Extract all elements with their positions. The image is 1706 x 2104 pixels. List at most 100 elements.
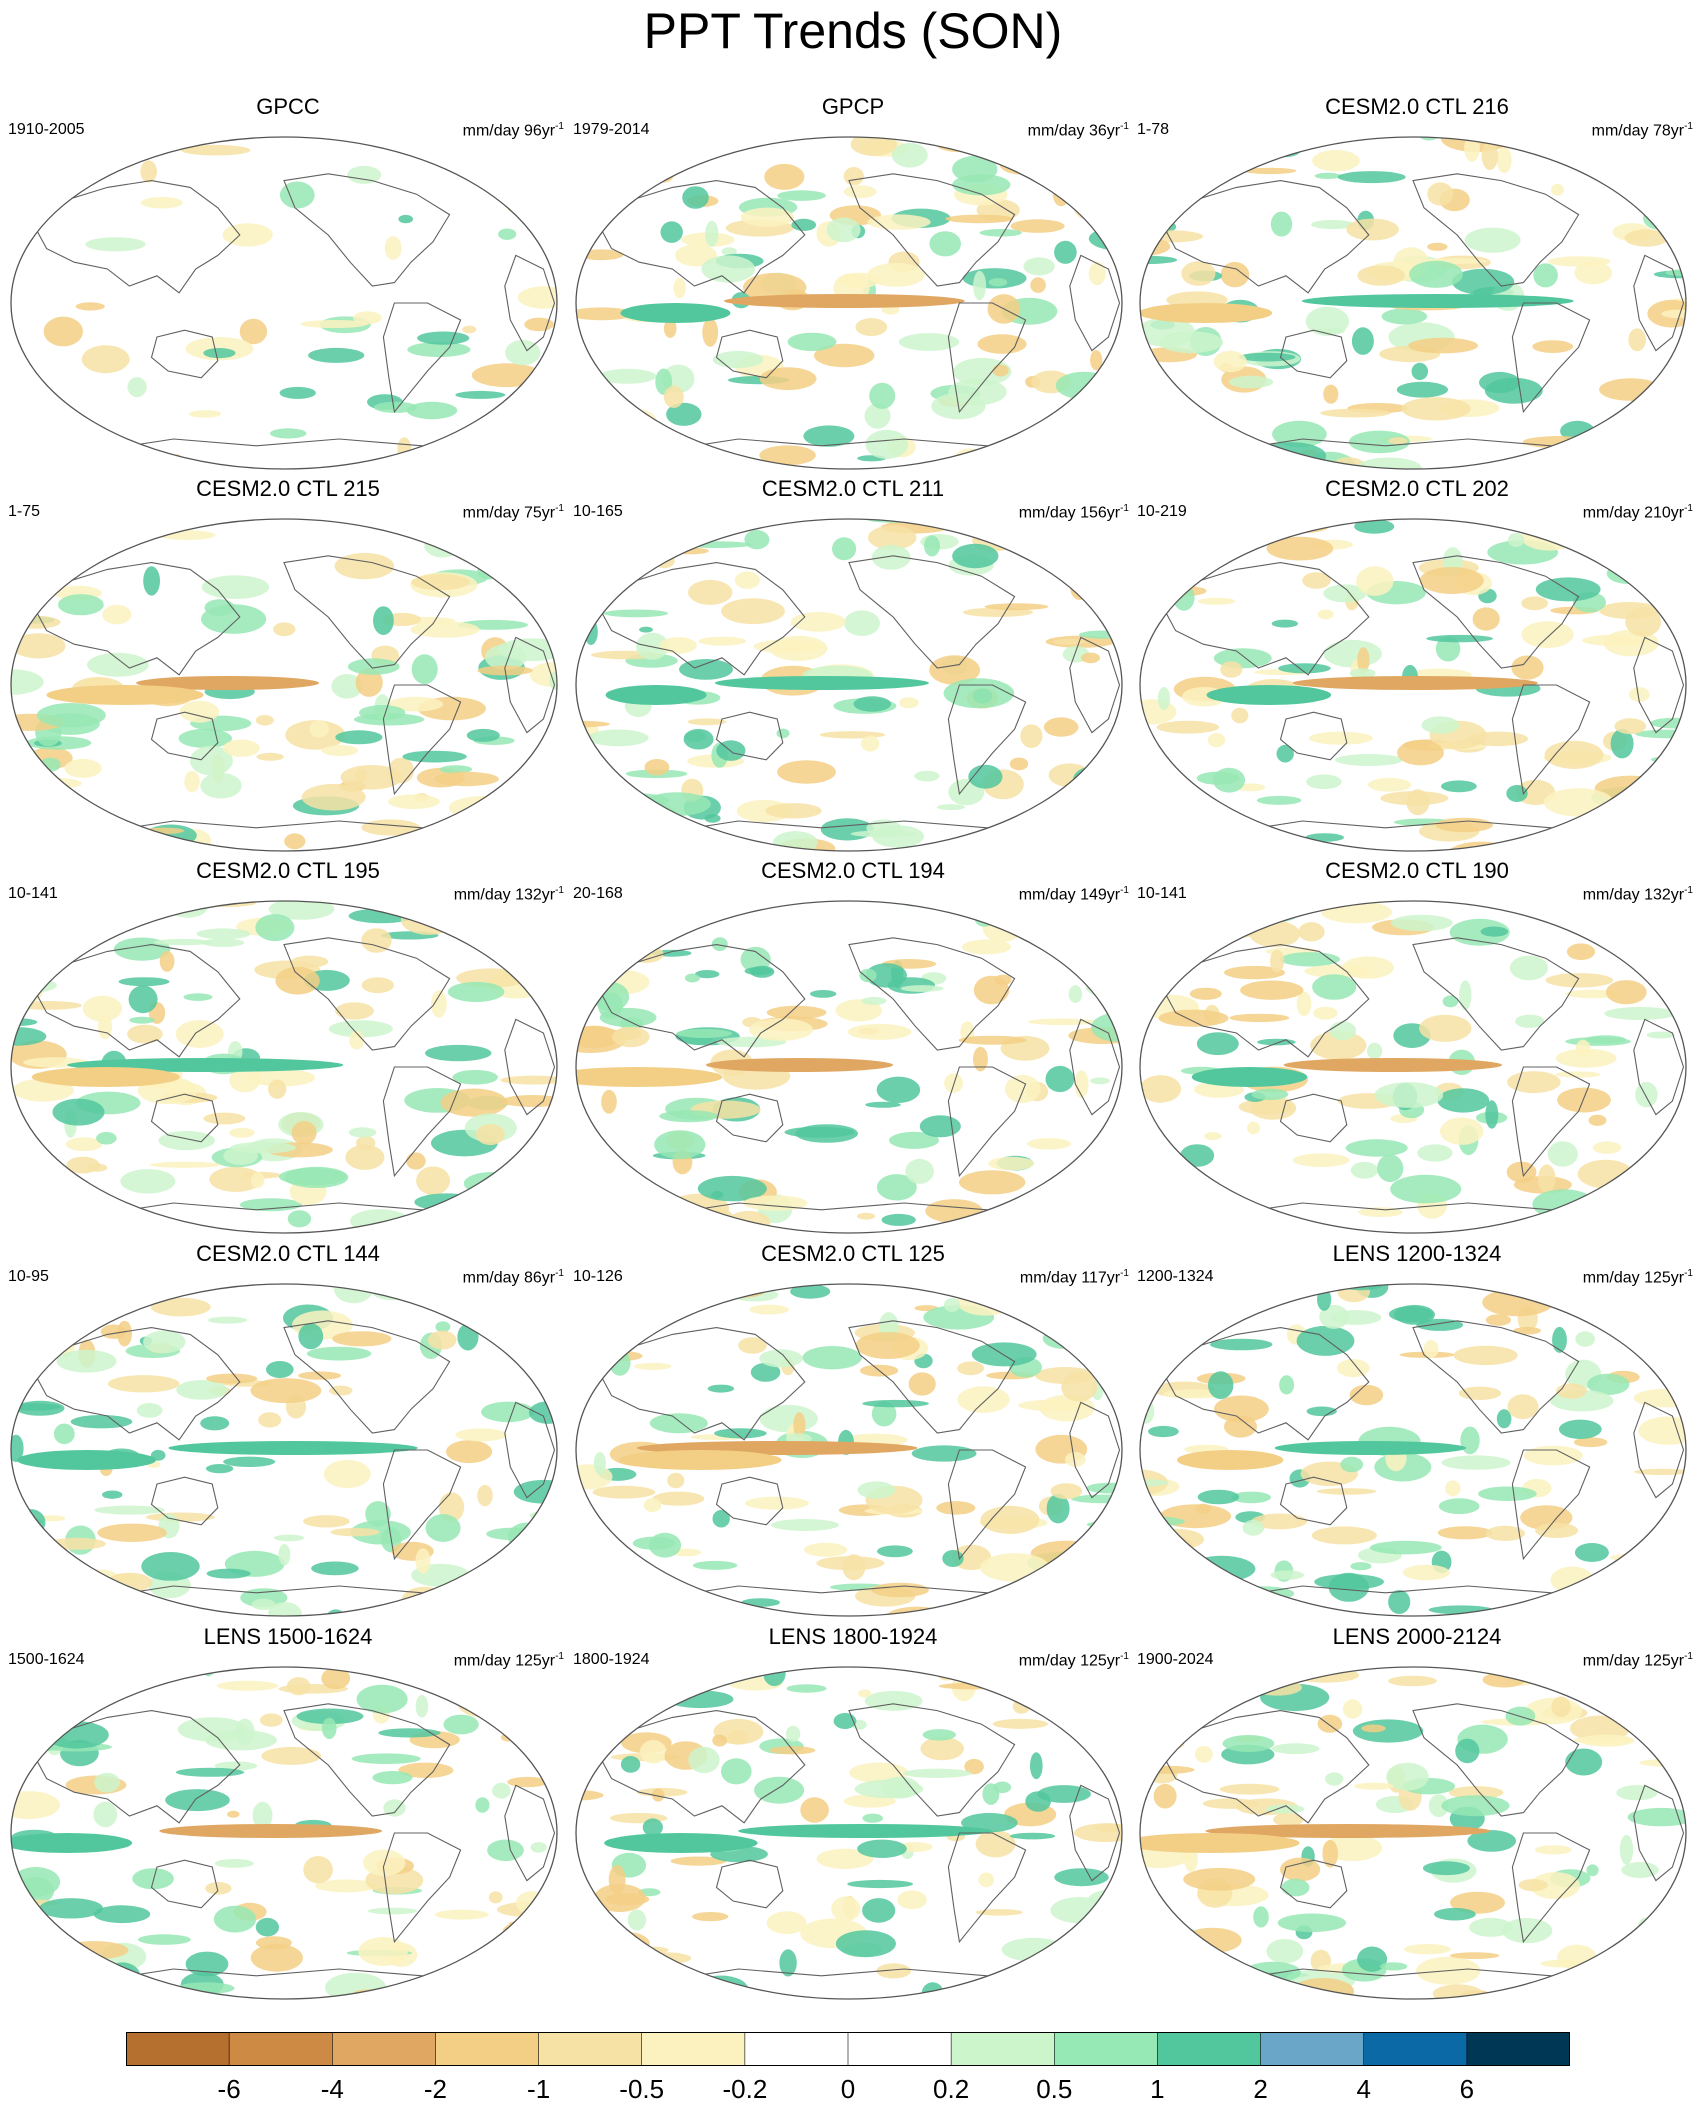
trend-blob — [855, 318, 888, 337]
trend-blob — [1449, 1952, 1500, 1959]
trend-blob — [936, 804, 965, 811]
trend-blob — [1004, 1074, 1041, 1104]
trend-blob — [1501, 1918, 1553, 1944]
trend-blob — [1335, 754, 1403, 766]
trend-blob — [408, 1284, 424, 1289]
trend-blob — [510, 932, 536, 942]
trend-blob — [407, 342, 471, 358]
colorbar-tick-label: -2 — [423, 2074, 447, 2104]
trend-blob — [1460, 1426, 1480, 1455]
trend-blob — [140, 160, 157, 183]
trend-blob — [1442, 995, 1459, 1008]
coastline — [283, 937, 451, 1051]
trend-length: 125 — [515, 1652, 542, 1670]
trend-blob — [764, 163, 805, 190]
units-suffix: yr — [1670, 122, 1685, 140]
trend-blob — [594, 1883, 646, 1913]
trend-blob — [938, 1682, 1004, 1690]
equatorial-band — [1301, 294, 1574, 308]
trend-blob — [1611, 1192, 1655, 1215]
trend-blob — [744, 530, 770, 550]
trend-blob — [132, 1868, 174, 1890]
trend-blob — [1317, 609, 1334, 620]
units-suffix: yr — [541, 1269, 556, 1287]
trend-blob — [24, 818, 55, 839]
trend-blob — [876, 1174, 917, 1201]
trend-blob — [1145, 782, 1195, 808]
trend-blob — [1329, 1021, 1357, 1041]
trend-blob — [1419, 1014, 1472, 1042]
trend-blob — [1140, 916, 1167, 923]
trend-blob — [1302, 572, 1331, 589]
trend-blob — [1469, 1917, 1513, 1937]
trend-blob — [138, 1934, 191, 1945]
trend-blob — [636, 632, 669, 660]
trend-blob — [500, 1075, 557, 1085]
trend-blob — [1441, 1455, 1511, 1470]
trend-blob — [1247, 1121, 1260, 1135]
coastline — [715, 329, 784, 379]
coastline — [1279, 1093, 1348, 1143]
panel-period: 10-219 — [1137, 503, 1187, 520]
trend-blob — [378, 1728, 441, 1738]
trend-blob — [603, 609, 669, 618]
trend-blob — [1496, 1409, 1512, 1429]
trend-blob — [1054, 1868, 1109, 1887]
trend-blob — [1028, 1018, 1098, 1026]
trend-blob — [214, 1761, 258, 1771]
trend-blob — [1408, 337, 1478, 354]
trend-blob — [1086, 1482, 1122, 1494]
trend-blob — [1573, 1437, 1608, 1448]
trend-blob — [738, 1337, 767, 1354]
panel-units: mm/day 132yr-1 — [1583, 881, 1693, 905]
trend-blob — [1102, 1151, 1118, 1170]
trend-blob — [1658, 1670, 1679, 1690]
trend-blob — [1432, 1984, 1484, 1999]
trend-blob — [1180, 1144, 1215, 1167]
equatorial-band — [618, 1450, 782, 1470]
trend-blob — [1438, 1498, 1480, 1515]
trend-blob — [97, 1523, 167, 1542]
trend-blob — [727, 1210, 771, 1233]
trend-blob — [587, 729, 649, 747]
trend-blob — [1369, 1540, 1442, 1555]
coastline — [715, 1859, 784, 1909]
trend-blob — [188, 410, 222, 418]
trend-blob — [759, 445, 816, 466]
trend-blob — [1614, 718, 1647, 735]
trend-blob — [1356, 566, 1394, 596]
trend-blob — [1397, 740, 1444, 766]
equatorial-band — [1205, 1824, 1491, 1838]
panel-title: CESM2.0 CTL 211 — [761, 476, 945, 501]
coastline — [1163, 1710, 1370, 1824]
trend-blob — [1615, 931, 1636, 957]
trend-blob — [179, 700, 220, 723]
trend-blob — [1153, 1783, 1177, 1809]
panel-title: GPCC — [256, 94, 320, 119]
trend-blob — [581, 1547, 631, 1573]
trend-blob — [1574, 1543, 1609, 1562]
trend-blob — [1141, 454, 1191, 469]
trend-blob — [1646, 1031, 1675, 1039]
trend-blob — [714, 1428, 767, 1439]
trend-blob — [402, 750, 467, 763]
equatorial-band — [11, 1833, 133, 1853]
trend-blob — [298, 1323, 324, 1350]
coastline — [1069, 636, 1121, 734]
trend-blob — [230, 1142, 297, 1154]
trend-blob — [844, 610, 880, 636]
trend-blob — [1409, 260, 1463, 288]
coastline — [848, 937, 1016, 1051]
trend-blob — [1161, 1284, 1217, 1301]
coastline — [947, 1066, 1027, 1178]
trend-blob — [1212, 1962, 1246, 1986]
trend-blob — [118, 977, 170, 987]
trend-blob — [1140, 1399, 1155, 1424]
trend-blob — [1305, 833, 1344, 842]
trend-blob — [1001, 443, 1072, 454]
trend-blob — [1602, 1964, 1638, 1980]
trend-blob — [636, 1952, 692, 1965]
trend-blob — [740, 207, 795, 227]
trend-blob — [766, 1911, 807, 1935]
trend-blob — [1168, 1952, 1226, 1960]
